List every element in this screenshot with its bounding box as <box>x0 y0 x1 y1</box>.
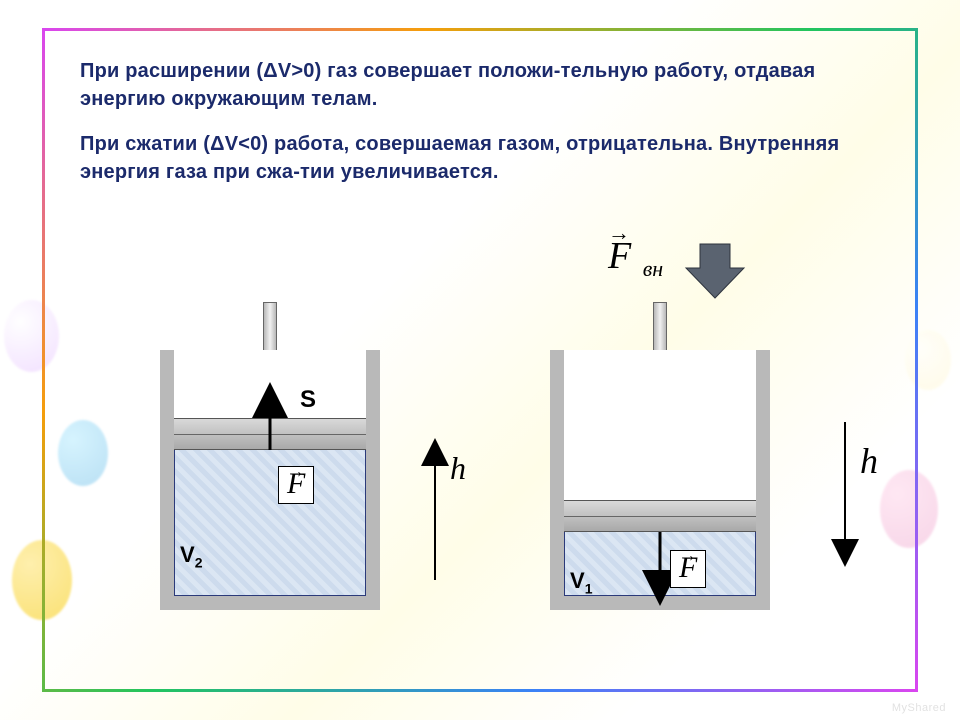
external-force-arrow-icon <box>680 238 760 308</box>
watermark: MyShared <box>892 702 946 714</box>
slide-background: При расширении (ΔV>0) газ совершает поло… <box>0 0 960 720</box>
paragraph-1: При расширении (ΔV>0) газ совершает поло… <box>80 58 880 113</box>
body-text: При расширении (ΔV>0) газ совершает поло… <box>80 58 880 186</box>
h-arrows <box>80 300 900 660</box>
paragraph-2: При сжатии (ΔV<0) работа, совершаемая га… <box>80 131 880 186</box>
diagram-area: S V2 → F <box>80 300 900 670</box>
force-Fvn-label: → F вн <box>608 234 661 278</box>
Fvn-sub: вн <box>643 256 663 281</box>
h-label-left: h <box>450 450 466 487</box>
h-label-right: h <box>860 440 878 482</box>
